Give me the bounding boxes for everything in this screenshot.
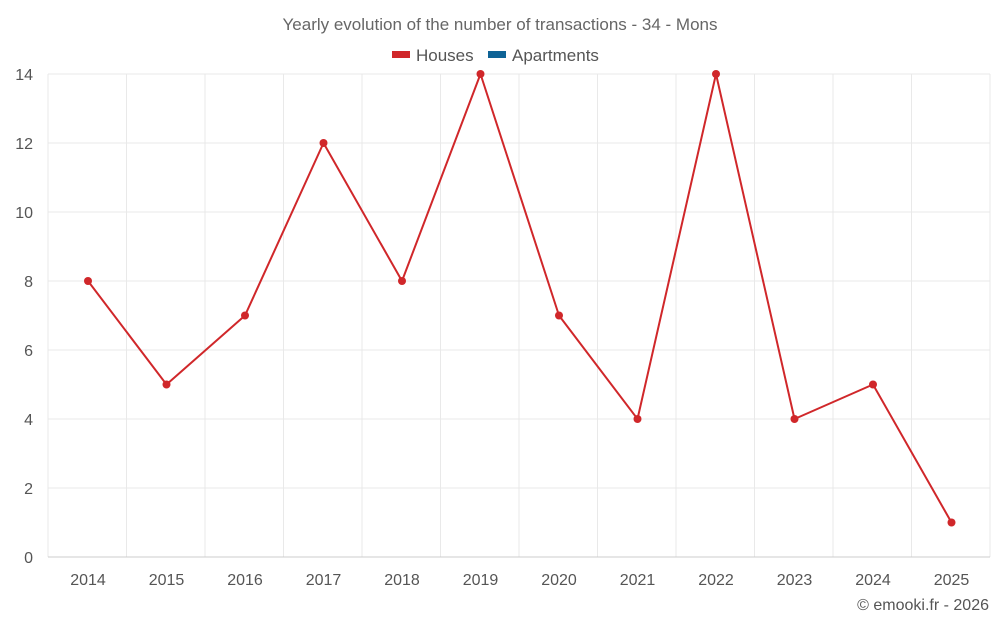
x-tick-label: 2018 (384, 572, 420, 589)
y-axis: 0 2 4 6 8 10 12 14 (15, 67, 33, 567)
series-houses (84, 70, 956, 527)
y-tick-label: 12 (15, 136, 33, 153)
y-tick-label: 14 (15, 67, 33, 84)
data-point-houses-2015[interactable] (162, 380, 171, 389)
x-tick-label: 2021 (620, 572, 656, 589)
data-point-houses-2025[interactable] (947, 518, 956, 527)
data-point-houses-2018[interactable] (398, 277, 406, 285)
y-tick-label: 6 (24, 343, 33, 360)
legend-item-houses[interactable]: Houses (392, 46, 474, 65)
data-point-houses-2023[interactable] (790, 415, 799, 423)
legend-item-apartments[interactable]: Apartments (488, 46, 599, 65)
data-point-houses-2020[interactable] (555, 311, 563, 320)
x-tick-label: 2025 (934, 572, 970, 589)
data-point-houses-2022[interactable] (712, 70, 720, 78)
x-axis: 2014 2015 2016 2017 2018 2019 2020 2021 2022 2023… (48, 556, 990, 589)
legend-label-apartments: Apartments (512, 46, 599, 65)
grid (47, 73, 991, 557)
data-point-houses-2019[interactable] (476, 70, 485, 78)
legend: Houses Apartments (392, 46, 599, 65)
x-tick-label: 2017 (306, 572, 342, 589)
x-tick-label: 2019 (463, 572, 499, 589)
x-tick-label: 2016 (227, 572, 263, 589)
data-point-houses-2021[interactable] (633, 415, 642, 423)
x-tick-label: 2020 (541, 572, 577, 589)
series-line-houses (87, 73, 953, 523)
data-point-houses-2024[interactable] (869, 380, 877, 389)
y-tick-label: 2 (24, 481, 33, 498)
x-tick-label: 2022 (698, 572, 734, 589)
y-tick-label: 4 (24, 412, 33, 429)
credit-text: © emooki.fr - 2026 (857, 597, 989, 614)
x-tick-label: 2014 (70, 572, 106, 589)
legend-swatch-apartments (488, 51, 506, 58)
data-point-houses-2014[interactable] (84, 277, 92, 285)
legend-label-houses: Houses (416, 46, 474, 65)
legend-swatch-houses (392, 51, 410, 58)
y-tick-label: 10 (15, 205, 33, 222)
data-point-houses-2016[interactable] (241, 311, 249, 320)
x-tick-label: 2023 (777, 572, 813, 589)
x-tick-label: 2024 (855, 572, 891, 589)
y-tick-label: 8 (24, 274, 33, 291)
data-point-houses-2017[interactable] (319, 139, 328, 147)
chart-title: Yearly evolution of the number of transa… (283, 15, 718, 34)
y-tick-label: 0 (24, 550, 33, 567)
x-tick-label: 2015 (149, 572, 185, 589)
